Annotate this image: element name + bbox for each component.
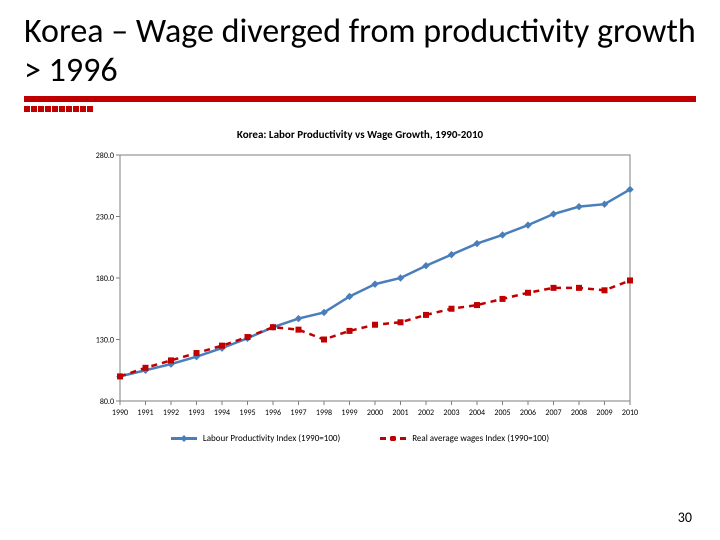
svg-text:2010: 2010 [622,408,638,418]
page-number: 30 [678,509,692,526]
legend-item: Real average wages Index (1990=100) [380,433,549,444]
svg-text:1996: 1996 [265,408,281,418]
svg-text:2004: 2004 [469,408,485,418]
title-square-accent [24,106,696,112]
svg-text:1990: 1990 [112,408,128,418]
title-underline [24,96,696,102]
chart-svg: 80.0 130.0 180.0 230.0 280.0 1990 1991 1992 1993… [80,149,640,429]
svg-text:1991: 1991 [137,408,153,418]
svg-text:1993: 1993 [188,408,204,418]
svg-text:1999: 1999 [341,408,357,418]
svg-text:230.0: 230.0 [96,213,114,223]
svg-text:1995: 1995 [239,408,255,418]
legend-label: Labour Productivity Index (1990=100) [203,433,340,444]
svg-text:1997: 1997 [290,408,306,418]
line-chart: 80.0 130.0 180.0 230.0 280.0 1990 1991 1992 1993… [80,149,640,429]
legend-label: Real average wages Index (1990=100) [412,433,549,444]
svg-text:1998: 1998 [316,408,332,418]
svg-text:2002: 2002 [418,408,434,418]
chart-title: Korea: Labor Productivity vs Wage Growth… [24,128,696,141]
legend-swatch [380,437,406,440]
svg-text:2007: 2007 [545,408,561,418]
svg-text:2001: 2001 [392,408,408,418]
svg-text:130.0: 130.0 [96,336,114,346]
svg-text:280.0: 280.0 [96,151,114,161]
svg-text:2008: 2008 [571,408,587,418]
svg-text:1994: 1994 [214,408,230,418]
svg-text:2003: 2003 [443,408,459,418]
svg-text:2009: 2009 [596,408,612,418]
svg-text:2006: 2006 [520,408,536,418]
slide-title: Korea – Wage diverged from productivity … [24,12,696,90]
svg-text:2005: 2005 [494,408,510,418]
svg-text:180.0: 180.0 [96,274,114,284]
svg-text:80.0: 80.0 [100,397,114,407]
svg-text:1992: 1992 [163,408,179,418]
legend-item: Labour Productivity Index (1990=100) [171,433,340,444]
legend-swatch [171,437,197,440]
svg-text:2000: 2000 [367,408,383,418]
chart-legend: Labour Productivity Index (1990=100) Real… [24,433,696,444]
